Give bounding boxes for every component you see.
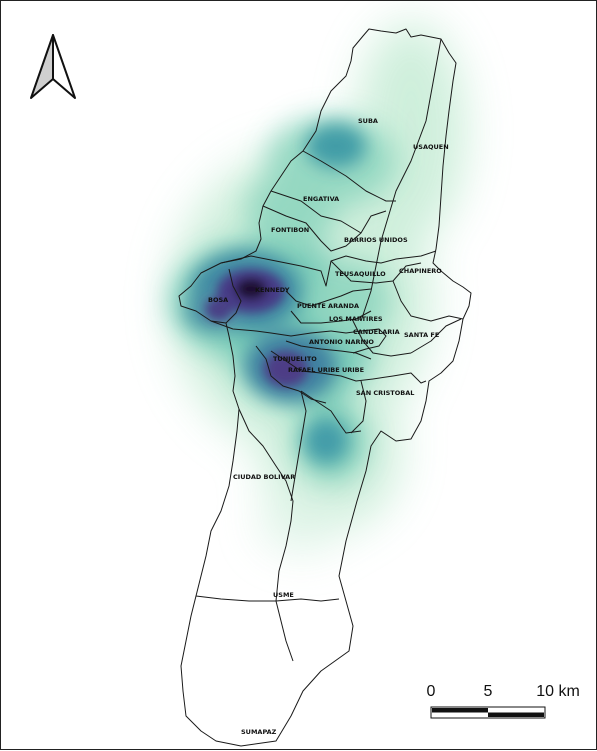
locality-boundaries	[178, 28, 472, 747]
label-candelaria: CANDELARIA	[353, 328, 400, 336]
label-engativa: ENGATIVA	[303, 195, 339, 203]
label-antonio-narino: ANTONIO NARINO	[309, 338, 374, 346]
label-fontibon: FONTIBON	[271, 226, 309, 234]
locality-labels: SUBA USAQUEN ENGATIVA FONTIBON BARRIOS U…	[208, 117, 449, 736]
label-sumapaz: SUMAPAZ	[241, 728, 277, 736]
label-suba: SUBA	[358, 117, 378, 125]
label-kennedy: KENNEDY	[255, 286, 290, 294]
label-chapinero: CHAPINERO	[399, 267, 442, 275]
label-ciudad-bolivar: CIUDAD BOLIVAR	[233, 473, 295, 481]
label-bosa: BOSA	[208, 296, 228, 304]
north-arrow-icon	[30, 34, 76, 99]
label-usme: USME	[273, 591, 294, 599]
label-tunjuelito: TUNJUELITO	[273, 355, 317, 363]
label-teusaquillo: TEUSAQUILLO	[335, 270, 386, 278]
label-puente-aranda: PUENTE ARANDA	[297, 302, 359, 310]
label-usaquen: USAQUEN	[413, 143, 449, 151]
scale-label-10km: 10 km	[536, 683, 580, 700]
label-barrios-unidos: BARRIOS UNIDOS	[344, 236, 408, 244]
scale-label-0: 0	[427, 683, 436, 700]
label-santa-fe: SANTA FE	[404, 331, 439, 339]
scale-label-5: 5	[484, 683, 493, 700]
label-los-martires: LOS MARTIRES	[329, 315, 383, 323]
label-san-cristobal: SAN CRISTOBAL	[356, 389, 414, 397]
density-heatmap	[171, 21, 466, 551]
scale-bar: 0 5 10 km	[427, 683, 580, 719]
label-rafael-uribe-uribe: RAFAEL URIBE URIBE	[288, 366, 364, 374]
